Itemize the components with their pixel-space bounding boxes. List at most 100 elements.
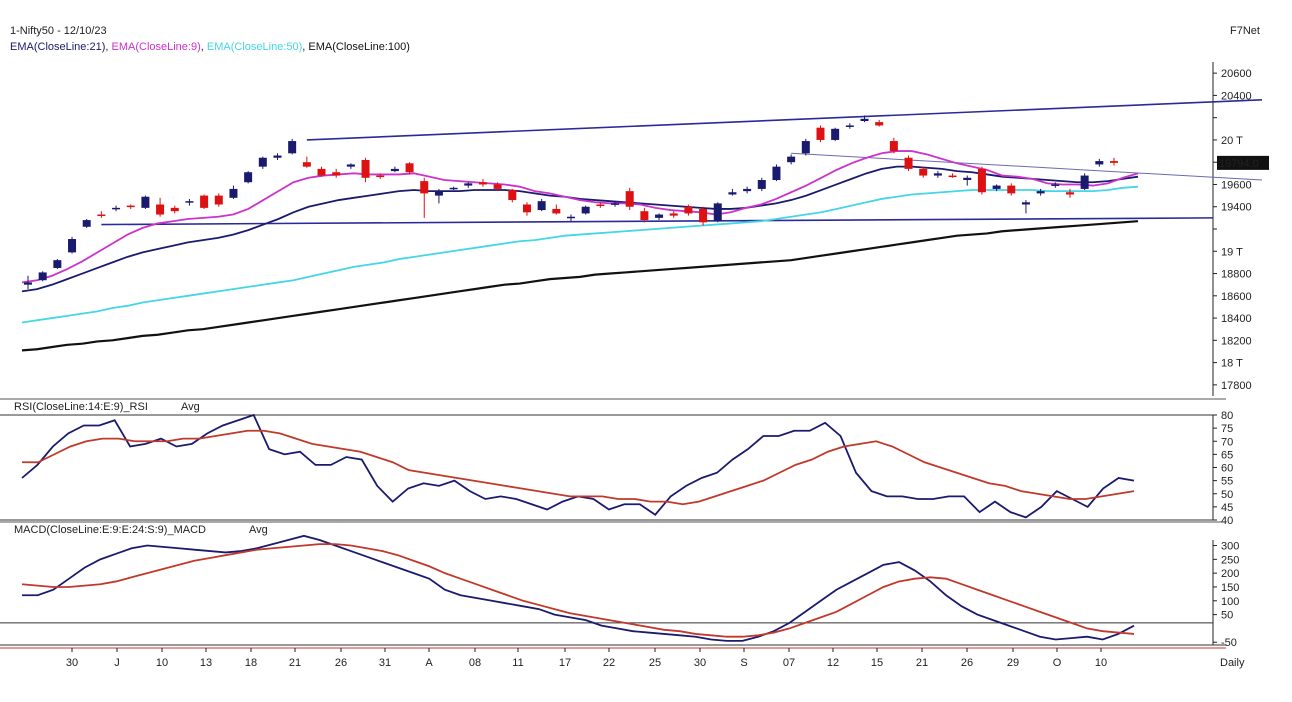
x-tick-label: 26 bbox=[961, 657, 973, 669]
osc-y-tick-label: 40 bbox=[1221, 515, 1233, 527]
x-tick-label: S bbox=[740, 657, 747, 669]
candle-body bbox=[1080, 175, 1089, 189]
candle-body bbox=[963, 177, 972, 181]
macd-avg-label: Avg bbox=[249, 524, 268, 536]
x-axis: 30 J 10 13 18 21 26 31 A 08 11 17 22 25 30 S 07 12 15 21 26 2… bbox=[0, 644, 1226, 669]
candle-body bbox=[977, 168, 986, 193]
ema-line bbox=[21, 165, 1139, 293]
osc-y-tick-label: 200 bbox=[1221, 568, 1239, 580]
candle-body bbox=[68, 239, 77, 253]
candle-body bbox=[757, 180, 766, 189]
osc-y-tick-label: 75 bbox=[1221, 423, 1233, 435]
candle-body bbox=[831, 128, 840, 140]
candle-body bbox=[53, 260, 62, 268]
x-tick-label: 18 bbox=[245, 657, 257, 669]
candle-body bbox=[933, 173, 942, 176]
chart-title: 1-Nifty50 - 12/10/23 bbox=[10, 25, 107, 37]
candle-body bbox=[464, 183, 473, 186]
x-tick-label: 26 bbox=[335, 657, 347, 669]
candle-body bbox=[816, 127, 825, 140]
candle-body bbox=[317, 168, 326, 176]
candle-body bbox=[640, 211, 649, 221]
candle-body bbox=[860, 118, 869, 122]
ema-legend-9: EMA(CloseLine:9) bbox=[112, 41, 201, 53]
macd-title: MACD(CloseLine:E:9:E:24:S:9)_MACD bbox=[14, 524, 206, 536]
candle-body bbox=[126, 205, 135, 208]
candle-body bbox=[97, 214, 106, 217]
ema-legend-21: EMA(CloseLine:21) bbox=[10, 41, 105, 53]
candle-body bbox=[801, 141, 810, 154]
legend-sep-1: , bbox=[105, 41, 111, 53]
candle-body bbox=[992, 185, 1001, 189]
candle-body bbox=[625, 191, 634, 207]
osc-y-tick-label: 150 bbox=[1221, 582, 1239, 594]
last-price-label: 19794.0 bbox=[1219, 158, 1259, 170]
x-tick-label: 13 bbox=[200, 657, 212, 669]
x-tick-label: O bbox=[1053, 657, 1062, 669]
candle-body bbox=[361, 159, 370, 178]
candle-body bbox=[478, 182, 487, 185]
ema-line bbox=[21, 150, 1139, 284]
candle-body bbox=[1036, 191, 1045, 194]
osc-main-line bbox=[21, 413, 1135, 519]
candle-body bbox=[258, 157, 267, 167]
candle-body bbox=[875, 122, 884, 126]
candle-body bbox=[38, 272, 47, 281]
candle-body bbox=[420, 181, 429, 194]
osc-y-tick-label: 65 bbox=[1221, 449, 1233, 461]
candle-body bbox=[1007, 185, 1016, 194]
candle-body bbox=[170, 207, 179, 212]
candle-body bbox=[434, 191, 443, 196]
ema-line bbox=[21, 220, 1139, 352]
candle-body bbox=[1110, 161, 1118, 163]
osc-y-tick-label: 80 bbox=[1221, 410, 1233, 422]
ema-legend: EMA(CloseLine:21), EMA(CloseLine:9), EMA… bbox=[10, 41, 410, 53]
x-tick-label: 30 bbox=[694, 657, 706, 669]
candle-body bbox=[112, 207, 121, 210]
rsi-avg-label: Avg bbox=[181, 401, 200, 413]
trendline bbox=[306, 99, 1263, 141]
price-y-tick-label: 19 T bbox=[1221, 246, 1243, 258]
brand-label: F7Net bbox=[1230, 25, 1260, 37]
candle-body bbox=[713, 203, 722, 222]
osc-y-tick-label: 250 bbox=[1221, 554, 1239, 566]
x-tick-label: 17 bbox=[559, 657, 571, 669]
osc-avg-line bbox=[21, 543, 1135, 638]
rsi-title: RSI(CloseLine:14:E:9)_RSI bbox=[14, 401, 148, 413]
price-y-tick-label: 19600 bbox=[1221, 179, 1252, 191]
candle-body bbox=[787, 156, 796, 163]
candle-body bbox=[596, 204, 605, 207]
candle-body bbox=[1095, 161, 1104, 165]
x-tick-label: J bbox=[114, 657, 120, 669]
candle-body bbox=[244, 172, 253, 183]
candle-body bbox=[141, 196, 150, 208]
price-y-tick-label: 18800 bbox=[1221, 269, 1252, 281]
candle-body bbox=[346, 164, 355, 167]
candle-body bbox=[611, 203, 620, 205]
last-price-tag bbox=[1217, 155, 1269, 170]
candle-body bbox=[655, 214, 664, 218]
candle-body bbox=[24, 282, 32, 285]
trendline bbox=[101, 217, 1214, 226]
candle-body bbox=[889, 141, 898, 152]
candle-body bbox=[684, 206, 693, 214]
price-y-tick-label: 17800 bbox=[1221, 380, 1252, 392]
x-tick-label: 10 bbox=[1095, 657, 1107, 669]
candle-body bbox=[229, 188, 238, 198]
candle-body bbox=[449, 187, 458, 190]
candle-body bbox=[376, 175, 385, 178]
candle-body bbox=[537, 201, 546, 211]
candle-body bbox=[156, 204, 165, 215]
osc-main-line bbox=[22, 534, 1135, 642]
legend-sep-2: , bbox=[201, 41, 207, 53]
osc-y-tick-label: 300 bbox=[1221, 541, 1239, 553]
candle-body bbox=[288, 141, 297, 154]
osc-y-tick-label: 100 bbox=[1221, 596, 1239, 608]
x-tick-label: 08 bbox=[469, 657, 481, 669]
x-tick-label: 31 bbox=[379, 657, 391, 669]
price-y-tick-label: 20600 bbox=[1221, 68, 1252, 80]
ema-line bbox=[21, 185, 1139, 324]
candle-body bbox=[200, 195, 209, 208]
